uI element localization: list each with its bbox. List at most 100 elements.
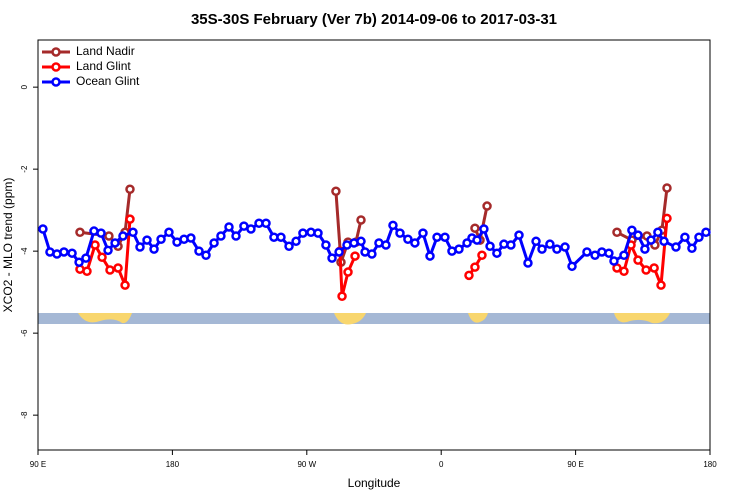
point: [612, 227, 622, 238]
point: [246, 224, 256, 234]
point: [662, 213, 672, 224]
point: [656, 280, 666, 290]
legend-label: Land Nadir: [76, 44, 135, 58]
point: [604, 248, 614, 258]
point: [142, 235, 152, 245]
point: [531, 236, 541, 247]
point: [479, 224, 489, 234]
point: [472, 235, 482, 245]
legend-marker: [51, 47, 61, 57]
point: [209, 238, 219, 248]
point: [633, 230, 643, 240]
point: [641, 265, 651, 275]
point: [627, 225, 637, 235]
point: [464, 270, 474, 281]
point: [388, 220, 398, 231]
point: [492, 248, 502, 258]
point: [125, 184, 135, 194]
point: [75, 227, 85, 238]
point: [619, 250, 629, 260]
point: [291, 236, 301, 247]
point: [337, 291, 347, 301]
point: [552, 244, 562, 254]
point: [687, 243, 697, 254]
x-tick-label: 180: [703, 460, 717, 469]
point: [470, 223, 480, 233]
point: [125, 214, 135, 224]
point: [701, 227, 711, 238]
point: [440, 232, 450, 242]
point: [506, 240, 516, 250]
point: [104, 231, 114, 241]
y-tick-label: -6: [20, 329, 29, 337]
point: [298, 228, 308, 238]
series-line: [79, 218, 669, 297]
point: [432, 232, 442, 242]
point: [454, 244, 464, 254]
point: [321, 240, 331, 250]
point: [671, 242, 681, 252]
point: [110, 238, 120, 248]
point: [276, 232, 286, 242]
map-strip: [38, 313, 710, 325]
point: [194, 246, 204, 256]
point: [118, 231, 128, 241]
point: [113, 263, 123, 273]
point: [640, 244, 650, 254]
point: [120, 280, 130, 290]
point: [545, 239, 555, 249]
point: [231, 231, 241, 241]
point: [261, 218, 271, 229]
y-axis-label: XCO2 - MLO trend (ppm): [1, 178, 15, 313]
point: [662, 183, 672, 193]
point: [313, 228, 323, 238]
point: [619, 266, 629, 276]
point: [470, 262, 480, 272]
x-tick-label: 180: [166, 460, 180, 469]
x-tick-label: 90 W: [297, 460, 316, 469]
y-tick-label: -4: [20, 247, 29, 255]
point: [381, 240, 391, 250]
point: [82, 266, 92, 276]
point: [201, 250, 211, 260]
legend-marker: [51, 62, 61, 72]
point: [74, 257, 84, 267]
point: [38, 224, 48, 234]
point: [410, 238, 420, 248]
point: [482, 201, 492, 211]
point: [649, 263, 659, 273]
point: [523, 258, 533, 268]
x-tick-label: 0: [439, 460, 444, 469]
point: [334, 247, 344, 257]
point: [284, 241, 294, 251]
point: [633, 255, 643, 265]
point: [659, 236, 669, 247]
point: [135, 242, 145, 252]
point: [680, 232, 690, 242]
point: [59, 247, 69, 257]
point: [103, 245, 113, 256]
legend-label: Land Glint: [76, 59, 131, 73]
chart-title: 35S-30S February (Ver 7b) 2014-09-06 to …: [191, 11, 557, 28]
point: [156, 234, 166, 245]
point: [356, 236, 366, 247]
x-tick-label: 90 E: [567, 460, 583, 469]
point: [646, 235, 656, 245]
point: [186, 233, 196, 243]
point: [367, 249, 377, 259]
point: [356, 215, 366, 225]
point: [694, 232, 704, 242]
point: [567, 261, 577, 272]
point: [485, 241, 495, 251]
legend-marker: [51, 77, 61, 87]
point: [224, 222, 234, 232]
point: [67, 248, 77, 258]
point: [609, 256, 619, 266]
point: [90, 240, 100, 250]
point: [514, 230, 524, 240]
point: [560, 242, 570, 252]
point: [149, 244, 159, 254]
point: [96, 228, 106, 238]
point: [331, 186, 341, 197]
